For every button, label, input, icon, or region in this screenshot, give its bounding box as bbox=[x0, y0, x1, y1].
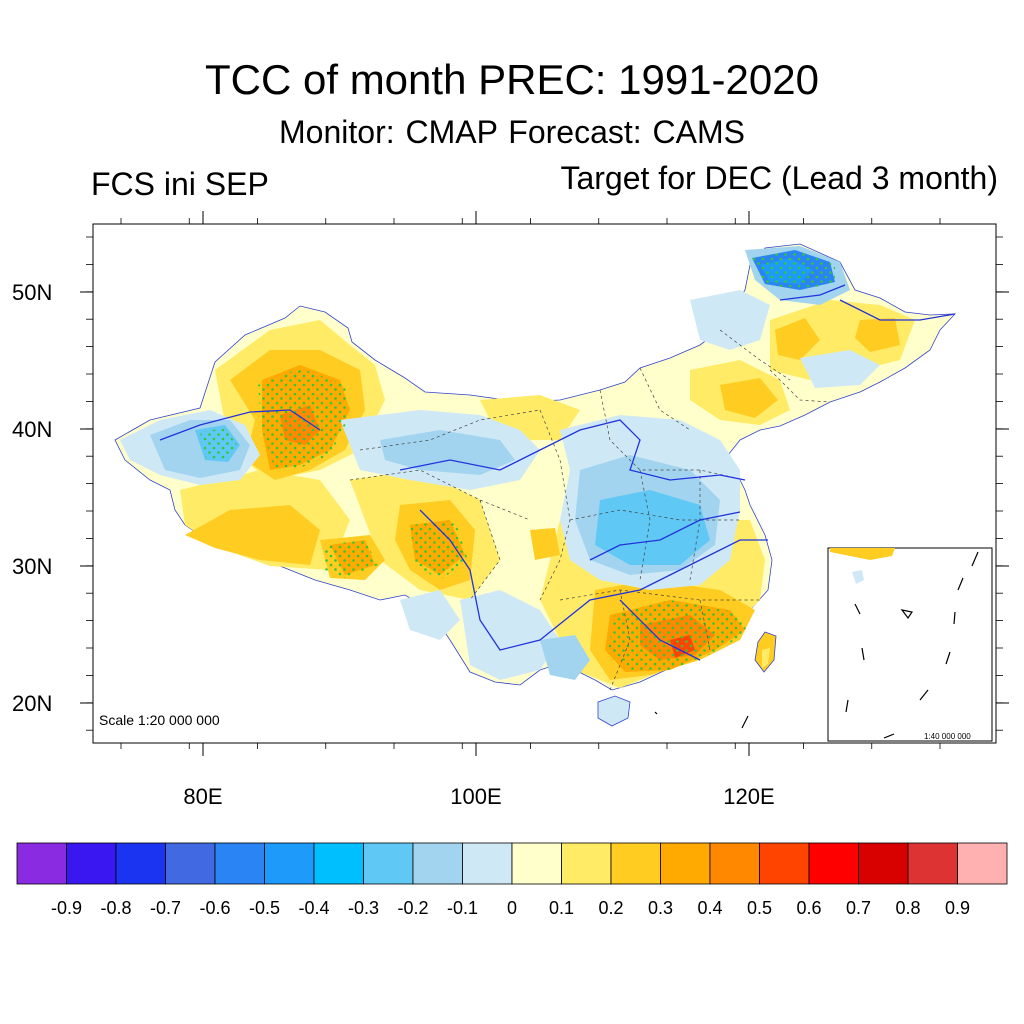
colorbar: -0.9 -0.8 -0.7 -0.6 -0.5 -0.4 -0.3 -0.2 -0.1 0 0.1… bbox=[16, 842, 1008, 918]
colorbar-label: -0.4 bbox=[298, 898, 329, 918]
init-label: FCS ini SEP bbox=[91, 166, 269, 202]
colorbar-label: -0.6 bbox=[199, 898, 230, 918]
colorbar-label: -0.3 bbox=[348, 898, 379, 918]
colorbar-swatch bbox=[165, 842, 216, 885]
lon-label-100e: 100E bbox=[450, 784, 501, 809]
colorbar-swatch bbox=[412, 842, 463, 885]
colorbar-swatch bbox=[957, 842, 1008, 885]
colorbar-label: 0.3 bbox=[648, 898, 673, 918]
colorbar-label: 0.4 bbox=[697, 898, 722, 918]
colorbar-swatch bbox=[858, 842, 909, 885]
colorbar-swatch bbox=[808, 842, 859, 885]
colorbar-label: -0.8 bbox=[100, 898, 131, 918]
colorbar-swatch bbox=[363, 842, 414, 885]
chart-subtitle: Monitor: CMAP Forecast: CAMS bbox=[279, 114, 745, 150]
correlation-field bbox=[114, 243, 956, 727]
colorbar-label: 0.5 bbox=[747, 898, 772, 918]
rivers bbox=[159, 284, 956, 661]
south-china-sea-inset bbox=[827, 547, 993, 742]
colorbar-swatch bbox=[16, 842, 67, 885]
colorbar-swatch bbox=[264, 842, 315, 885]
colorbar-label: -0.7 bbox=[150, 898, 181, 918]
hainan-island bbox=[597, 695, 631, 727]
lon-label-80e: 80E bbox=[183, 784, 222, 809]
colorbar-label: 0.9 bbox=[945, 898, 970, 918]
colorbar-label: -0.2 bbox=[397, 898, 428, 918]
lat-label-50n: 50N bbox=[12, 280, 52, 305]
lat-label-30n: 30N bbox=[12, 554, 52, 579]
colorbar-label: 0.8 bbox=[895, 898, 920, 918]
colorbar-swatch bbox=[660, 842, 711, 885]
lat-label-20n: 20N bbox=[12, 691, 52, 716]
colorbar-label: 0.6 bbox=[796, 898, 821, 918]
colorbar-label: 0 bbox=[507, 898, 517, 918]
lat-label-40n: 40N bbox=[12, 417, 52, 442]
colorbar-swatch bbox=[907, 842, 958, 885]
colorbar-label: -0.1 bbox=[447, 898, 478, 918]
colorbar-label: 0.2 bbox=[598, 898, 623, 918]
colorbar-swatch bbox=[561, 842, 612, 885]
colorbar-swatch bbox=[709, 842, 760, 885]
colorbar-swatch bbox=[66, 842, 117, 885]
colorbar-label: -0.9 bbox=[51, 898, 82, 918]
colorbar-label: 0.1 bbox=[549, 898, 574, 918]
chart-title: TCC of month PREC: 1991-2020 bbox=[205, 56, 819, 103]
colorbar-swatch bbox=[313, 842, 364, 885]
inset-scale-label: 1:40 000 000 bbox=[924, 732, 971, 741]
colorbar-swatch bbox=[511, 842, 562, 885]
colorbar-swatch bbox=[759, 842, 810, 885]
colorbar-swatch bbox=[462, 842, 513, 885]
scale-label: Scale 1:20 000 000 bbox=[99, 712, 220, 728]
colorbar-swatch bbox=[610, 842, 661, 885]
minor-ticks bbox=[86, 218, 1003, 749]
colorbar-swatch bbox=[115, 842, 166, 885]
lon-label-120e: 120E bbox=[723, 784, 774, 809]
colorbar-label: -0.5 bbox=[249, 898, 280, 918]
colorbar-label: 0.7 bbox=[846, 898, 871, 918]
colorbar-swatch bbox=[214, 842, 265, 885]
target-label: Target for DEC (Lead 3 month) bbox=[560, 160, 998, 196]
